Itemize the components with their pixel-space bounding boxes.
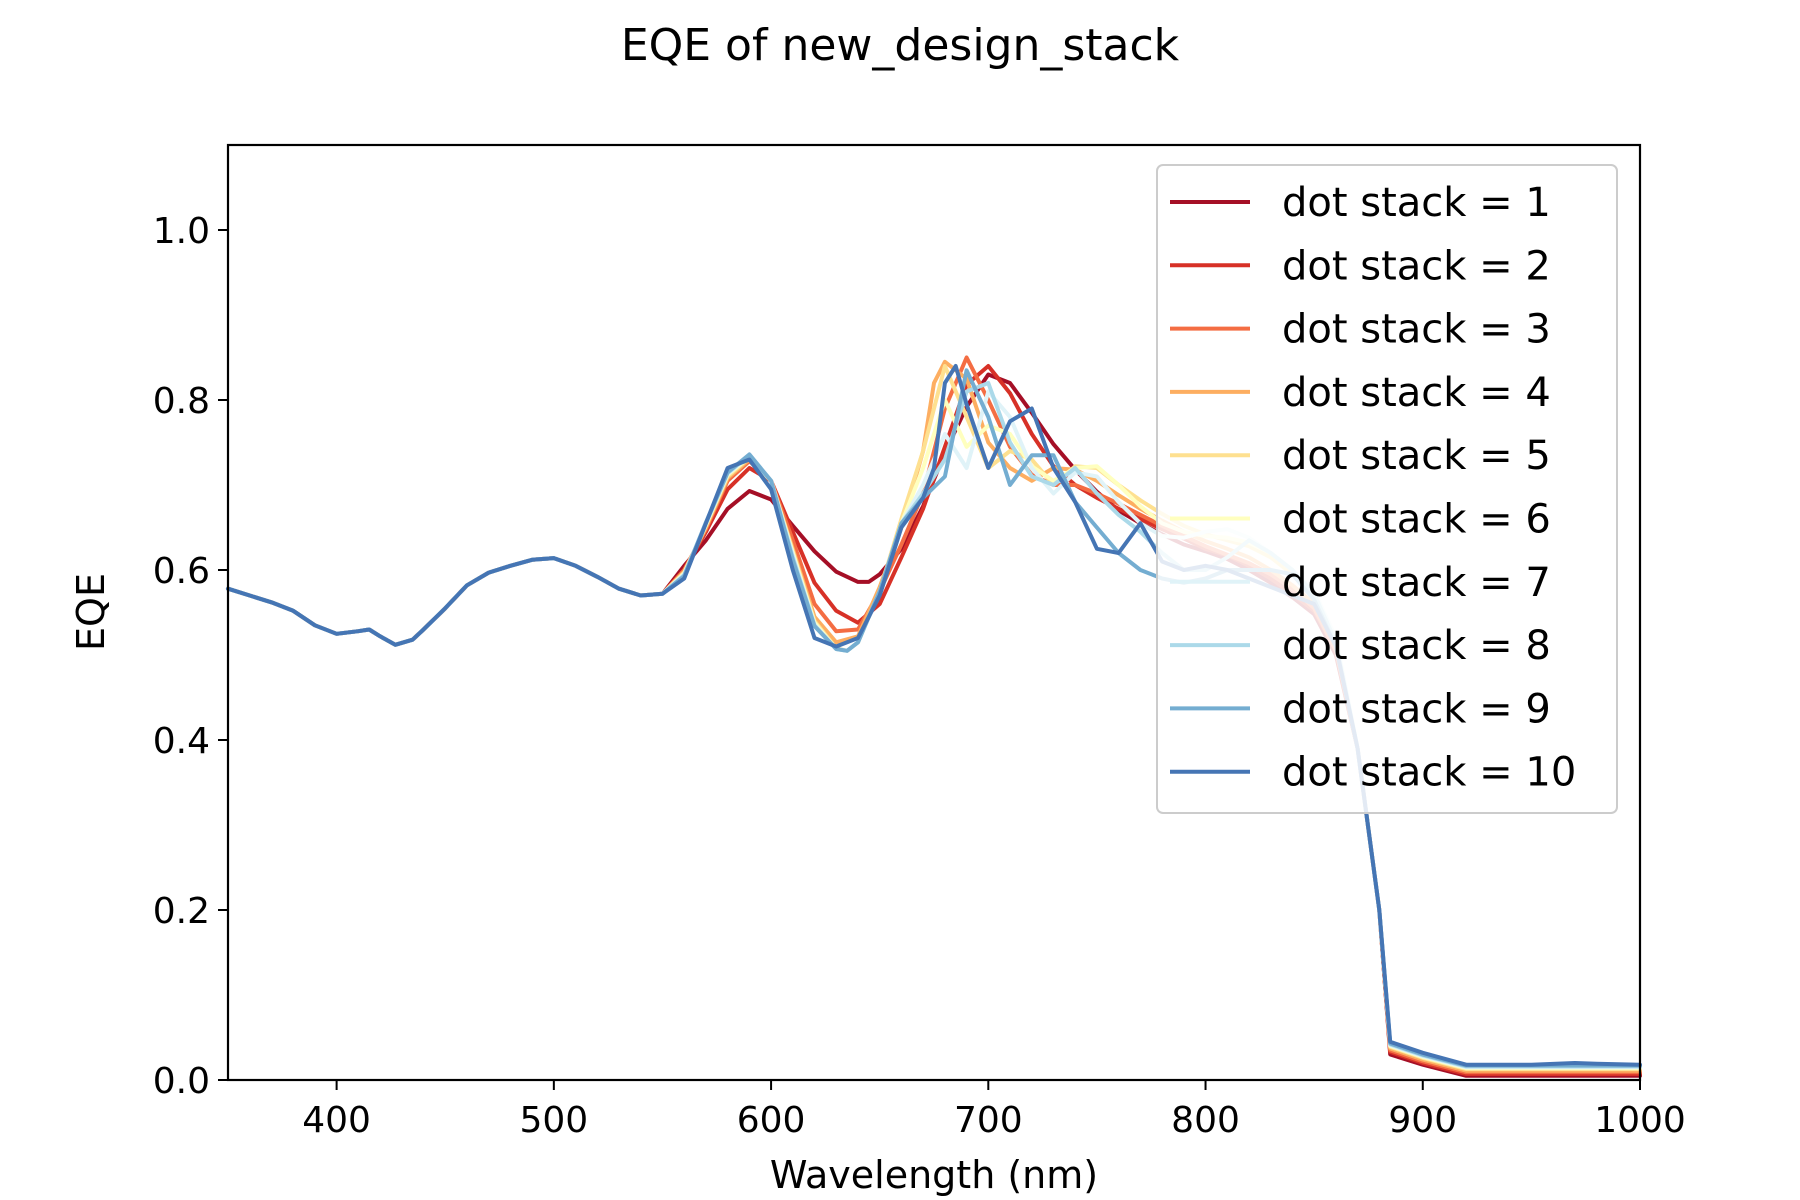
y-tick-label: 0.0 (153, 1061, 210, 1102)
x-tick-label: 900 (1388, 1100, 1457, 1141)
legend-label-6: dot stack = 6 (1282, 497, 1551, 543)
legend-box (1156, 164, 1618, 814)
y-axis-ticks: 0.0 0.2 0.4 0.6 0.8 1.0 (153, 211, 228, 1102)
legend-label-4: dot stack = 4 (1282, 370, 1551, 416)
legend-label-8: dot stack = 8 (1282, 623, 1551, 669)
legend-label-2: dot stack = 2 (1282, 243, 1551, 289)
x-axis-ticks: 400 500 600 700 800 900 1000 (302, 1080, 1686, 1141)
legend-label-3: dot stack = 3 (1282, 307, 1551, 353)
legend-label-7: dot stack = 7 (1282, 560, 1551, 606)
x-tick-label: 600 (737, 1100, 806, 1141)
x-tick-label: 800 (1171, 1100, 1240, 1141)
chart-title: EQE of new_design_stack (621, 20, 1180, 71)
legend-label-5: dot stack = 5 (1282, 433, 1551, 479)
x-tick-label: 500 (519, 1100, 588, 1141)
x-tick-label: 700 (954, 1100, 1023, 1141)
y-tick-label: 0.6 (153, 551, 210, 592)
y-tick-label: 0.2 (153, 891, 210, 932)
y-axis-label: EQE (69, 573, 113, 651)
legend-label-9: dot stack = 9 (1282, 686, 1551, 732)
plot-frame (226, 143, 1642, 1082)
x-tick-label: 1000 (1594, 1100, 1686, 1141)
legend-label-1: dot stack = 1 (1282, 180, 1551, 226)
y-tick-label: 1.0 (153, 211, 210, 252)
x-axis-label: Wavelength (nm) (770, 1153, 1098, 1197)
legend: dot stack = 1 dot stack = 2 dot stack = 3 d… (1156, 164, 1618, 814)
y-tick-label: 0.4 (153, 721, 210, 762)
y-tick-label: 0.8 (153, 381, 210, 422)
x-tick-label: 400 (302, 1100, 371, 1141)
legend-label-10: dot stack = 10 (1282, 750, 1576, 796)
